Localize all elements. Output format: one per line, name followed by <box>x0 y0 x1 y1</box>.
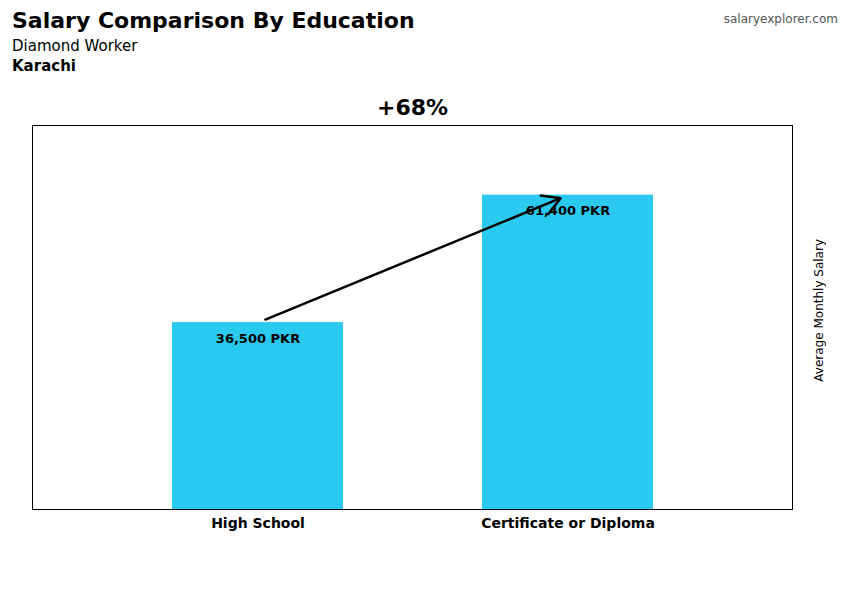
svg-text:+68%: +68% <box>377 95 448 120</box>
svg-text:36,500 PKR: 36,500 PKR <box>216 331 300 346</box>
svg-text:Certificate or Diploma: Certificate or Diploma <box>481 515 655 531</box>
html-text:salaryexplorer.com: salaryexplorer.com <box>723 12 838 26</box>
html-text:Karachi: Karachi <box>12 57 76 75</box>
html-text:Salary Comparison By Education: Salary Comparison By Education <box>12 8 415 33</box>
html-text:Diamond Worker: Diamond Worker <box>12 37 138 55</box>
svg-text:61,400 PKR: 61,400 PKR <box>526 203 610 218</box>
svg-text:High School: High School <box>211 515 305 531</box>
html-text:Average Monthly Salary: Average Monthly Salary <box>812 238 826 382</box>
